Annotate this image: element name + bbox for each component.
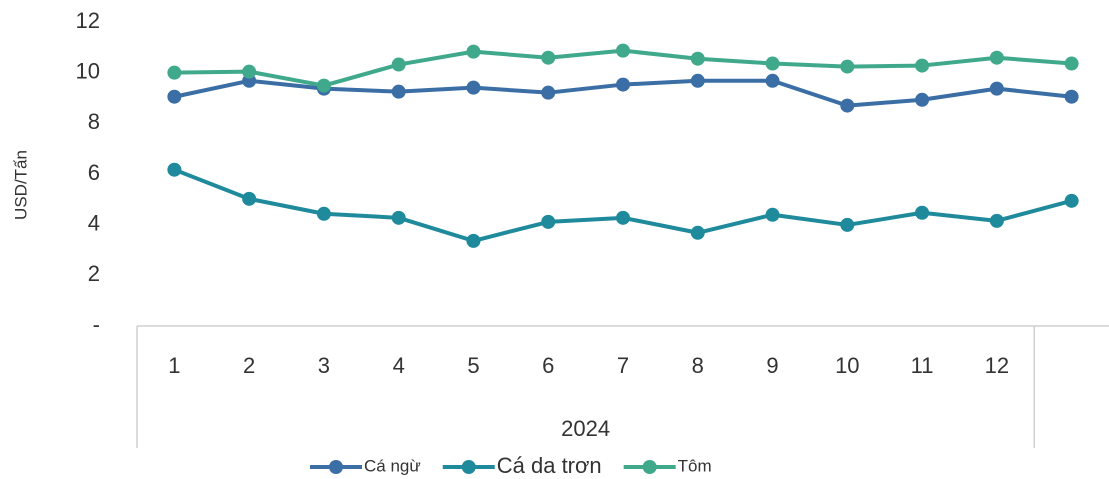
legend-marker <box>329 460 343 474</box>
data-point <box>616 43 630 58</box>
data-point <box>466 233 481 248</box>
legend-label: Cá da trơn <box>497 453 602 478</box>
data-point <box>466 80 481 95</box>
y-tick-label: 8 <box>88 109 100 134</box>
data-point <box>690 51 705 66</box>
data-point <box>167 65 182 80</box>
x-tick-label: 1 <box>168 353 180 378</box>
data-point <box>690 73 705 88</box>
data-point <box>167 89 182 104</box>
data-point <box>989 213 1004 228</box>
x-tick-label: 3 <box>318 353 330 378</box>
data-point <box>1064 193 1079 208</box>
legend-label: Cá ngừ <box>364 456 421 475</box>
y-tick-label: 12 <box>76 8 100 33</box>
y-axis-label: USD/Tấn <box>11 150 30 220</box>
data-point <box>915 92 930 107</box>
data-point <box>242 191 257 206</box>
data-point <box>989 81 1004 96</box>
x-tick-label: 11 <box>911 353 934 378</box>
data-point <box>840 59 855 74</box>
series-line <box>173 167 1073 243</box>
data-point <box>765 207 780 222</box>
y-tick-label: 10 <box>76 58 100 83</box>
data-point <box>391 57 406 72</box>
y-tick-label: - <box>93 312 100 337</box>
legend-marker <box>461 460 476 474</box>
x-tick-label: 6 <box>542 353 554 378</box>
data-point <box>765 73 780 88</box>
data-point <box>840 98 855 113</box>
x-tick-label: 4 <box>393 353 405 378</box>
data-point <box>840 217 855 232</box>
y-tick-label: 4 <box>88 210 100 235</box>
data-point <box>316 78 331 93</box>
x-tick-label: 2 <box>243 353 255 378</box>
x-group-label: 2024 <box>561 416 610 441</box>
data-point <box>167 162 182 177</box>
data-point <box>989 50 1004 65</box>
data-point <box>466 44 481 59</box>
data-point <box>391 84 406 99</box>
data-point <box>242 64 257 79</box>
data-point <box>765 56 780 71</box>
data-point <box>316 206 331 221</box>
x-tick-label: 8 <box>692 353 704 378</box>
data-point <box>1064 56 1079 71</box>
legend-marker <box>642 460 657 474</box>
data-point <box>1064 89 1079 104</box>
x-tick-label: 9 <box>766 353 778 378</box>
data-point <box>616 210 630 225</box>
x-tick-label: 7 <box>617 353 629 378</box>
x-tick-label: 5 <box>467 353 479 378</box>
data-point <box>915 205 930 220</box>
y-tick-label: 2 <box>88 261 100 286</box>
data-point <box>541 214 556 229</box>
legend-label: Tôm <box>678 456 712 475</box>
y-tick-label: 6 <box>88 160 100 185</box>
data-point <box>541 85 556 100</box>
data-point <box>541 50 556 65</box>
data-point <box>915 58 930 73</box>
data-point <box>391 210 406 225</box>
data-point <box>616 77 630 92</box>
data-point <box>690 225 705 240</box>
x-tick-label: 12 <box>985 353 1009 378</box>
x-tick-label: 10 <box>835 353 859 378</box>
